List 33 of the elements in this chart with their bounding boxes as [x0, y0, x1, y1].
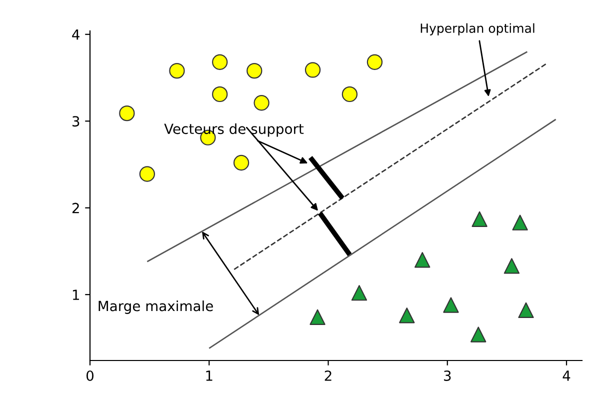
- x-tick-label: 4: [562, 370, 570, 381]
- point: [504, 258, 520, 274]
- point: [351, 285, 368, 301]
- point: [212, 86, 228, 102]
- x-tick-label: 0: [86, 370, 94, 381]
- point: [399, 308, 415, 324]
- point: [512, 214, 528, 230]
- point: [414, 252, 430, 268]
- point: [366, 54, 383, 70]
- y-tick-label: 1: [72, 290, 79, 300]
- point: [304, 62, 321, 78]
- point: [472, 211, 488, 227]
- x-tick-label: 2: [324, 370, 332, 381]
- point: [233, 154, 250, 171]
- point: [342, 86, 358, 102]
- point: [212, 54, 228, 70]
- point: [254, 95, 270, 111]
- point: [518, 302, 534, 318]
- annotation: Hyperplan optimal: [420, 23, 534, 36]
- y-tick-label: 4: [72, 30, 80, 40]
- point: [139, 166, 156, 182]
- y-tick-label: 3: [72, 116, 80, 127]
- annotation: Marge maximale: [98, 300, 213, 314]
- annotation: Vecteurs de support: [164, 123, 304, 137]
- point: [119, 105, 135, 122]
- point: [310, 309, 326, 325]
- x-tick-label: 1: [206, 370, 212, 381]
- point: [470, 326, 486, 342]
- y-tick-label: 2: [72, 202, 79, 214]
- point: [246, 62, 262, 79]
- point: [169, 62, 185, 79]
- point: [443, 297, 459, 313]
- x-tick-label: 3: [444, 370, 451, 381]
